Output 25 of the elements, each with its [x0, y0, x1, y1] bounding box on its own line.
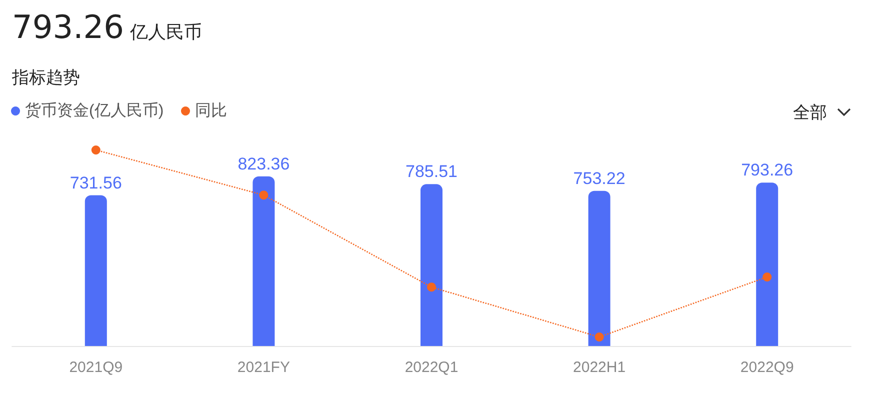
point	[762, 272, 772, 282]
point	[259, 190, 268, 200]
text: 全部	[793, 102, 827, 124]
data-label: 731.56	[70, 173, 122, 192]
point	[594, 332, 604, 342]
bar	[588, 190, 610, 346]
bar	[420, 184, 442, 346]
chart-title: 793.26 亿人民币	[12, 8, 202, 46]
x-tick-label: 2021FY	[237, 359, 290, 376]
bar	[756, 182, 778, 346]
x-tick-label: 2021Q9	[69, 359, 123, 376]
legend-label: 货币资金(亿人民币)	[25, 102, 164, 120]
data-label: 753.22	[573, 168, 626, 188]
legend-label: 同比	[195, 102, 227, 120]
data-label: 823.36	[238, 154, 290, 174]
x-tick-label: 2022Q9	[740, 359, 794, 376]
point	[91, 146, 100, 154]
bar	[84, 195, 107, 346]
x-tick-label: 2022Q1	[404, 359, 458, 376]
data-label: 785.51	[406, 162, 458, 182]
x-tick-label: 2022H1	[573, 359, 626, 376]
chart-subtitle: 指标趋势	[12, 67, 80, 89]
bar	[252, 176, 275, 346]
point	[427, 282, 436, 292]
data-label: 793.26	[741, 160, 794, 180]
